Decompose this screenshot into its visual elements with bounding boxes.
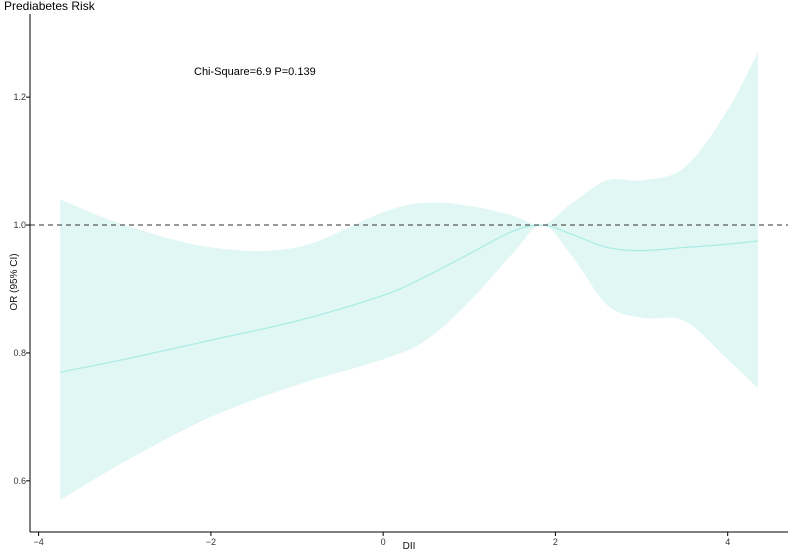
x-axis-title: DII <box>403 541 416 552</box>
chi-square-annotation: Chi-Square=6.9 P=0.139 <box>194 66 316 78</box>
y-tick-label: 0.6 <box>13 476 26 486</box>
x-axis-ticks: −4 −2 0 2 4 <box>33 532 730 547</box>
x-tick-label: 4 <box>725 537 730 547</box>
fit-line-layer <box>60 224 758 373</box>
x-tick-label: −2 <box>206 537 216 547</box>
y-tick-label: 0.8 <box>13 348 26 358</box>
x-tick-label: 0 <box>381 537 386 547</box>
x-tick-label: 2 <box>553 537 558 547</box>
y-axis-ticks: 0.6 0.8 1.0 1.2 <box>13 92 30 486</box>
chart-title: Prediabetes Risk <box>4 0 96 13</box>
y-tick-label: 1.0 <box>13 220 26 230</box>
x-tick-label: −4 <box>33 537 43 547</box>
y-axis-title: OR (95% CI) <box>9 253 20 310</box>
confidence-band <box>60 52 758 501</box>
confidence-band-layer <box>60 52 758 501</box>
odds-ratio-line <box>60 224 758 373</box>
y-tick-label: 1.2 <box>13 92 26 102</box>
